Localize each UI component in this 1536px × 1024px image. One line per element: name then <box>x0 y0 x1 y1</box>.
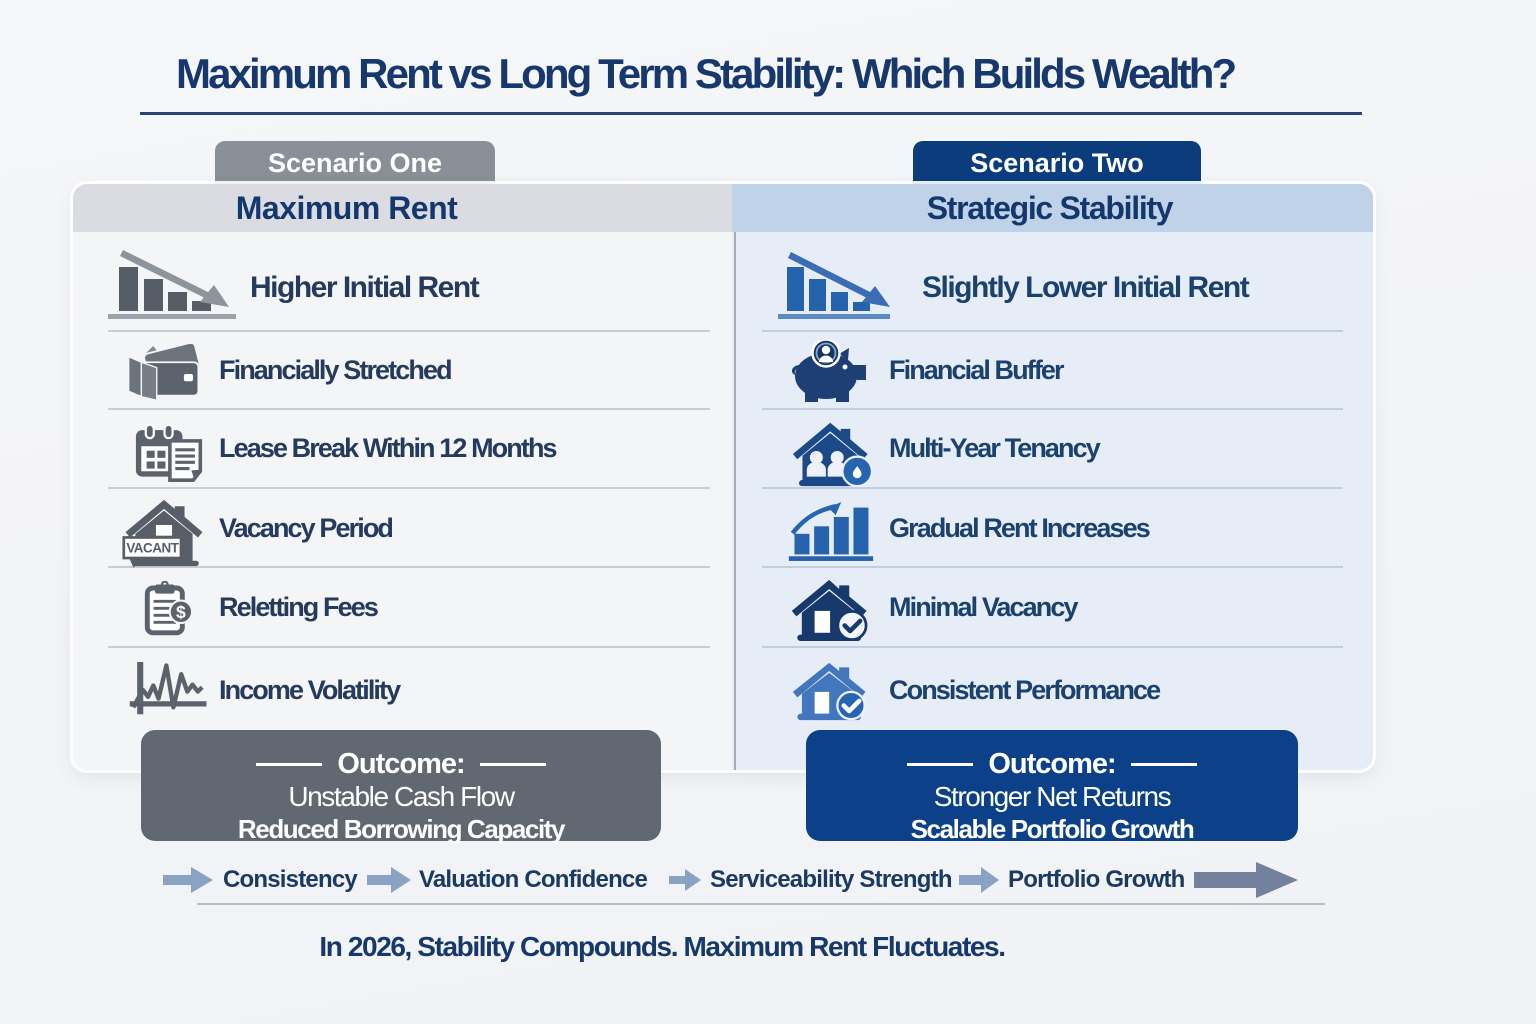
svg-text:VACANT: VACANT <box>126 541 179 556</box>
svg-text:$: $ <box>176 602 186 622</box>
